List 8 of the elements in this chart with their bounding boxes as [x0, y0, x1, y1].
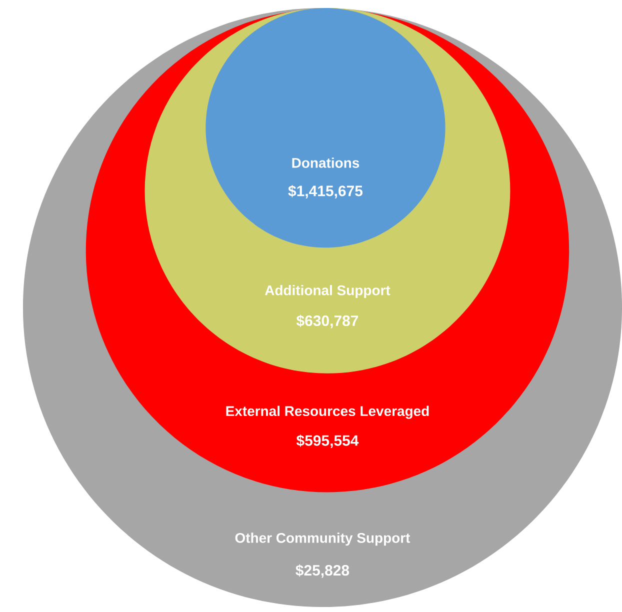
category-label: External Resources Leveraged — [226, 406, 429, 419]
data-label: $595,554 — [296, 434, 359, 448]
category-label: Donations — [292, 158, 360, 168]
category-label: Other Community Support — [235, 532, 410, 546]
data-label: $630,787 — [296, 314, 358, 328]
category-label: Additional Support — [264, 285, 390, 298]
data-label: $25,828 — [296, 564, 350, 578]
data-label: $1,415,675 — [288, 184, 363, 198]
